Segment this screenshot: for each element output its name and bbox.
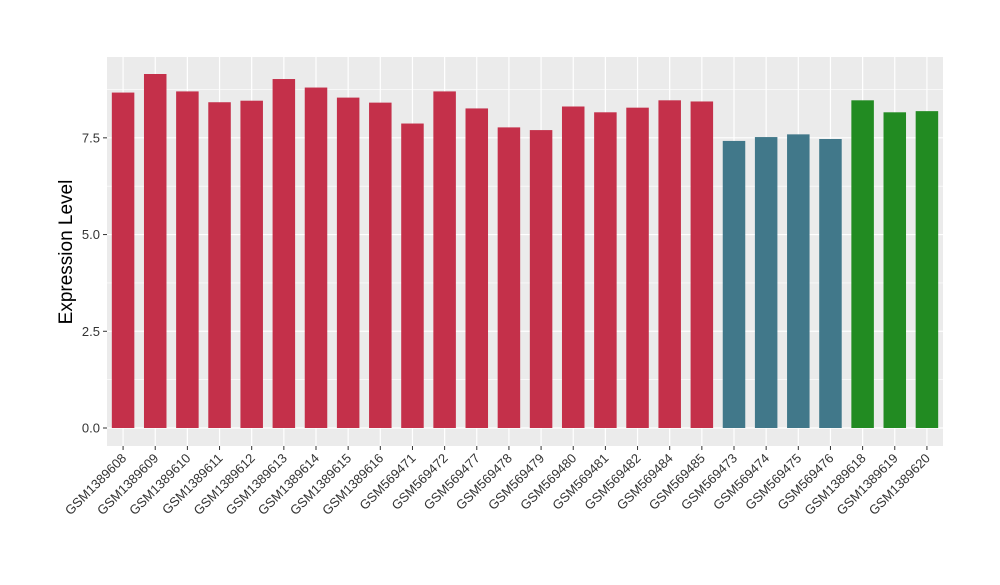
- bar-GSM569482: [626, 107, 649, 428]
- bar-GSM1389612: [240, 100, 263, 429]
- bar-GSM1389614: [304, 87, 328, 428]
- bar-GSM1389613: [272, 79, 296, 428]
- bar-GSM1389609: [143, 74, 167, 428]
- bar-GSM1389620: [915, 111, 939, 428]
- bar-GSM569485: [690, 101, 714, 429]
- bar-GSM1389616: [369, 102, 392, 428]
- bar-GSM569472: [433, 91, 456, 428]
- y-axis-title: Expression Level: [56, 180, 77, 325]
- y-tick-label: 5.0: [82, 227, 100, 242]
- bar-GSM1389619: [883, 112, 907, 428]
- y-axis: 0.0 2.5 5.0 7.5: [82, 130, 107, 436]
- bar-GSM1389608: [111, 92, 135, 428]
- bar-GSM569481: [594, 112, 617, 428]
- bar-GSM569478: [497, 127, 521, 428]
- bar-GSM1389611: [208, 102, 231, 429]
- bar-GSM1389615: [336, 97, 360, 428]
- bars: [111, 74, 939, 429]
- bar-GSM569480: [561, 106, 585, 429]
- bar-GSM569479: [529, 130, 553, 428]
- y-tick-label: 7.5: [82, 130, 100, 145]
- bar-GSM1389618: [851, 100, 874, 428]
- bar-GSM569474: [754, 137, 778, 428]
- y-tick-label: 2.5: [82, 324, 100, 339]
- bar-GSM569473: [722, 140, 746, 428]
- x-axis: GSM1389608GSM1389609GSM1389610GSM1389611…: [62, 446, 933, 518]
- bar-GSM569477: [465, 108, 489, 428]
- bar-GSM569475: [787, 134, 810, 428]
- bar-GSM569484: [658, 100, 681, 428]
- bar-GSM1389610: [176, 91, 199, 428]
- plot-panel: [107, 57, 943, 446]
- bar-GSM569476: [819, 138, 842, 429]
- bar-GSM569471: [401, 123, 424, 429]
- y-tick-label: 0.0: [82, 421, 100, 436]
